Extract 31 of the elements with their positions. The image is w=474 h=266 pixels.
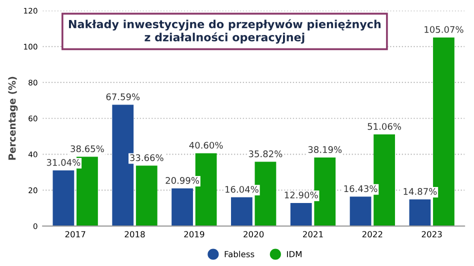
data-label: 33.66% (130, 154, 164, 162)
x-tick-label: 2018 (124, 231, 145, 238)
data-label: 51.06% (368, 123, 402, 130)
x-tick-label: 2021 (303, 231, 323, 238)
data-label: 20.99% (166, 177, 200, 184)
x-tick-label: 2022 (362, 231, 382, 238)
x-tick-label: 2017 (65, 231, 86, 238)
x-tick-label: 2020 (244, 231, 264, 238)
legend-label: Fabless (224, 250, 254, 258)
data-label: 35.82% (248, 150, 282, 158)
bar (172, 188, 193, 226)
bar (52, 170, 74, 226)
data-label: 38.65% (70, 145, 104, 152)
text: Nakłady inwestycyjne do przepływów pieniężnych z działalności operacyjnej (68, 19, 381, 44)
y-axis-title: Percentage (%) (8, 76, 18, 160)
data-label: 31.04% (46, 159, 80, 166)
x-tick-label: 2023 (422, 231, 442, 238)
data-label: 38.19% (308, 146, 342, 154)
data-label: 105.07% (424, 26, 464, 33)
bar (231, 197, 252, 226)
x-tick-label: 2019 (184, 231, 204, 238)
data-label: 14.87% (404, 188, 437, 195)
data-label: 12.90% (284, 192, 318, 198)
data-label: 40.60% (189, 142, 223, 149)
legend-label: IDM (287, 251, 302, 258)
data-label: 16.04% (225, 186, 258, 193)
bar (136, 166, 158, 226)
data-label: 16.43% (344, 185, 378, 192)
bar (350, 196, 372, 226)
bar (409, 199, 431, 226)
data-label: 67.59% (106, 93, 140, 100)
